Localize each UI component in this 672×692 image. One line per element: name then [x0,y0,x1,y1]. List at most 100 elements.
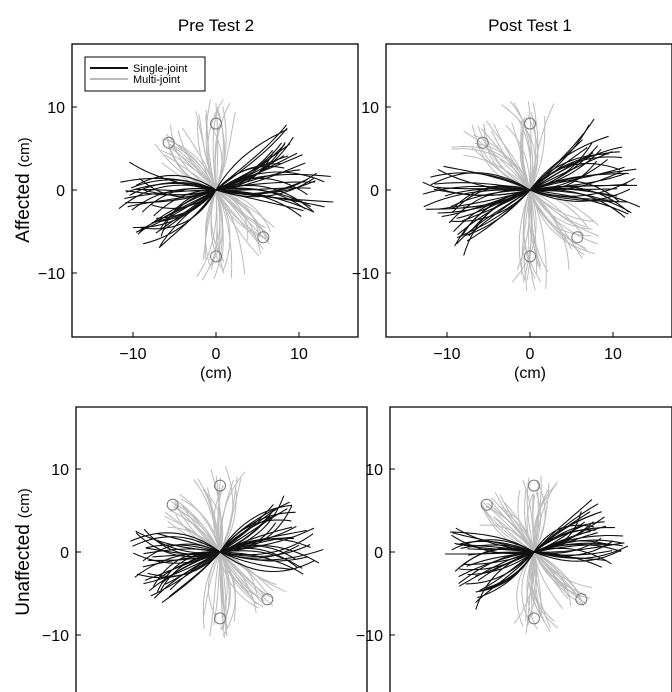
trajectory [528,189,536,291]
trajectory [219,551,267,598]
trajectory [533,549,622,562]
trajectory [215,189,246,275]
trajectory [207,98,224,191]
trajectory [443,165,531,191]
x-tick-label: −10 [433,346,460,363]
trajectory [212,111,218,191]
trajectory [526,551,538,630]
series-single-joint [422,118,641,256]
trajectory [148,551,221,562]
trajectory [164,154,217,191]
trajectory [436,186,531,191]
y-tick-label: −10 [352,266,379,283]
trajectory [215,129,288,191]
target-circle [261,593,274,606]
trajectory [161,551,221,604]
trajectory [475,551,535,603]
trajectory [533,551,564,610]
trajectory [219,551,316,573]
svg-text:Unaffected(cm): Unaffected (cm) [13,488,34,616]
trajectory [162,189,217,231]
trajectory [533,545,629,559]
target-circle [214,479,226,492]
trajectory [422,185,531,195]
trajectory [504,502,535,553]
trajectory [125,189,217,196]
trajectory [475,551,535,593]
trajectory [437,189,531,210]
trajectory [533,551,572,606]
trajectory [215,188,312,208]
trajectory [214,102,231,191]
panel-2: −10 0 10 −10 0 10 (cm) [352,43,672,382]
target-circle [214,612,226,625]
trajectory [533,550,613,556]
trajectory [475,551,535,610]
trajectory [517,118,532,191]
trajectory [463,189,531,256]
trajectory [493,123,531,191]
trajectory [529,189,598,245]
trajectory [179,494,221,553]
trajectory [451,534,535,555]
trajectory [215,171,325,191]
trajectory [219,501,290,553]
trajectory [146,547,221,555]
trajectory [529,189,538,274]
trajectory [219,525,297,553]
trajectory [210,469,222,553]
trajectory [132,536,221,553]
row-label-affected: Affected (cm) [13,137,34,242]
trajectory [215,172,318,195]
trajectory [219,504,274,553]
trajectory [529,102,539,191]
trajectory [135,532,221,558]
trajectory [532,495,536,552]
series-single-joint [130,495,324,604]
trajectory [120,177,217,191]
trajectory [498,505,535,553]
target-circle [524,117,536,130]
y-tick-label: −10 [38,266,65,283]
trajectory [521,551,535,618]
trajectory [209,189,224,268]
target-circle [571,231,584,244]
trajectory [125,182,217,193]
legend-label: Multi-joint [133,74,180,86]
y-tick-label: 10 [365,462,383,479]
trajectory [175,513,221,553]
trajectory [137,189,217,233]
trajectory [215,136,294,191]
target-circle [575,593,588,606]
trajectory [529,189,570,270]
trajectory [215,165,285,191]
trajectory [127,189,217,208]
target-circle [166,498,179,511]
trajectory [491,130,531,191]
trajectory [157,533,221,553]
trajectory [158,189,217,249]
trajectory [130,532,221,553]
trajectory [204,189,217,259]
trajectory [533,537,602,554]
trajectory [133,551,221,564]
svg-text:Affected(cm): Affected (cm) [13,137,34,242]
trajectory [125,189,217,204]
row-label-unaffected: Unaffected (cm) [13,488,34,616]
trajectory [529,188,626,218]
trajectory [529,116,546,191]
series-single-joint [118,124,334,249]
trajectory [529,189,595,255]
trajectory [215,184,314,212]
trajectory [181,127,217,191]
trajectory-area [422,100,641,291]
y-tick-label: 10 [51,462,69,479]
y-tick-label: 0 [374,545,383,562]
trajectory [482,502,535,553]
trajectory [533,479,546,553]
trajectory-area [118,98,334,281]
trajectory [140,189,217,230]
trajectory [533,499,593,553]
trajectory [153,551,221,599]
